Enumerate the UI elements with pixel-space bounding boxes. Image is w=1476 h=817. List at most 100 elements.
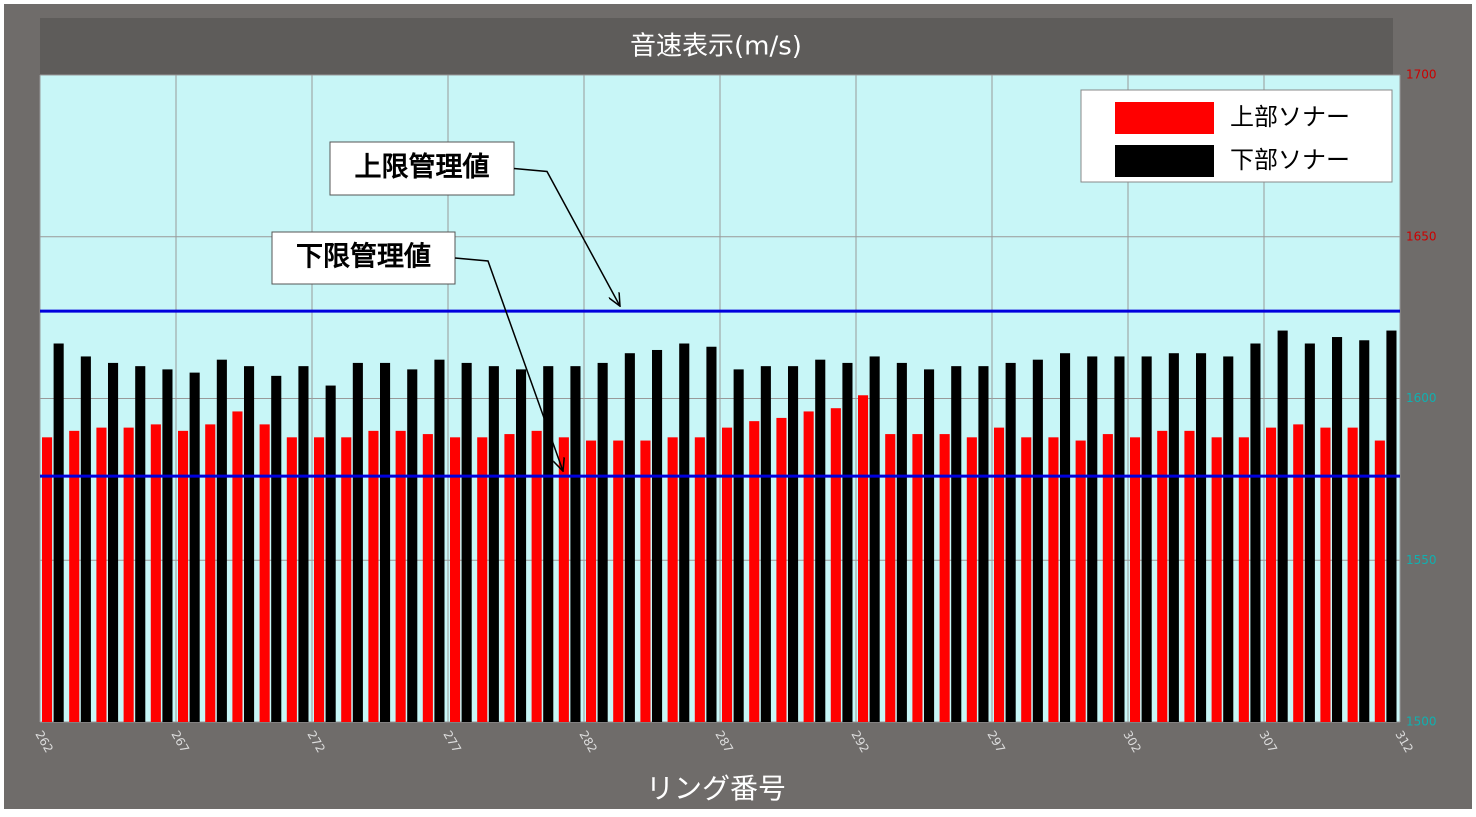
bar — [788, 366, 799, 722]
bar — [150, 424, 161, 722]
bar — [352, 362, 363, 722]
bar — [1075, 440, 1086, 722]
annotation-arrow — [454, 257, 563, 471]
bar — [434, 359, 445, 722]
bar — [1332, 337, 1343, 722]
bar — [776, 417, 787, 722]
bar — [407, 369, 418, 722]
bar — [516, 369, 527, 722]
x-axis-label: リング番号 — [646, 772, 786, 805]
bar — [80, 356, 91, 722]
bar — [1293, 424, 1304, 722]
bar — [1130, 437, 1141, 722]
bar — [1005, 362, 1016, 722]
bar — [613, 440, 624, 722]
bar — [652, 349, 663, 722]
bar — [450, 437, 461, 722]
bar — [749, 421, 760, 722]
bar — [1386, 330, 1397, 722]
bar — [1266, 427, 1277, 722]
bar — [259, 424, 270, 722]
bar — [1238, 437, 1249, 722]
bar — [858, 395, 869, 722]
bar — [722, 427, 733, 722]
legend-label: 上部ソナー — [1230, 103, 1350, 131]
bar — [706, 346, 717, 722]
bar — [135, 366, 146, 722]
bar — [69, 430, 80, 722]
bar — [830, 408, 841, 722]
bar — [951, 366, 962, 722]
bar — [271, 375, 282, 722]
bar — [815, 359, 826, 722]
bar — [1157, 430, 1168, 722]
bar — [733, 369, 744, 722]
bar — [232, 411, 243, 722]
y-tick-label: 1650 — [1406, 229, 1437, 243]
bar — [624, 353, 635, 722]
bar — [896, 362, 907, 722]
bar — [1141, 356, 1152, 722]
bar — [667, 437, 678, 722]
y-tick-label: 1550 — [1406, 553, 1437, 567]
bar — [325, 385, 336, 722]
bar — [760, 366, 771, 722]
bar — [803, 411, 814, 722]
bar — [1184, 430, 1195, 722]
bar — [298, 366, 309, 722]
legend-label: 下部ソナー — [1230, 146, 1350, 174]
bar — [694, 437, 705, 722]
y-tick-label: 1700 — [1406, 68, 1437, 82]
bar — [1211, 437, 1222, 722]
bar — [679, 343, 690, 722]
bar — [531, 430, 542, 722]
bar — [1277, 330, 1288, 722]
bar — [368, 430, 379, 722]
annotation-label: 上限管理値 — [355, 152, 490, 183]
bar — [570, 366, 581, 722]
bar — [1168, 353, 1179, 722]
bar — [380, 362, 391, 722]
annotation-label: 下限管理値 — [296, 242, 431, 273]
bar — [96, 427, 107, 722]
bar — [504, 434, 515, 722]
bar — [885, 434, 896, 722]
bar — [966, 437, 977, 722]
bar — [123, 427, 134, 722]
title-bar — [40, 18, 1393, 75]
bar — [286, 437, 297, 722]
bar — [53, 343, 64, 722]
bar — [1196, 353, 1207, 722]
bar — [461, 362, 472, 722]
bar — [1359, 340, 1370, 722]
annotation-box — [329, 141, 515, 196]
bar — [1114, 356, 1125, 722]
bar — [1223, 356, 1234, 722]
bar — [1087, 356, 1098, 722]
bar — [178, 430, 189, 722]
annotation-box — [271, 231, 456, 285]
bar — [586, 440, 597, 722]
bar — [314, 437, 325, 722]
bar — [205, 424, 216, 722]
y-tick-label: 1500 — [1406, 715, 1437, 729]
bar — [42, 437, 53, 722]
bar — [1102, 434, 1113, 722]
bar — [912, 434, 923, 722]
legend-swatch — [1115, 145, 1214, 177]
bar — [108, 362, 119, 722]
bar — [994, 427, 1005, 722]
bar — [543, 366, 554, 722]
chart-title: 音速表示(m/s) — [630, 32, 802, 62]
bar — [422, 434, 433, 722]
bar — [1032, 359, 1043, 722]
bar — [341, 437, 352, 722]
bar — [1374, 440, 1385, 722]
bar — [842, 362, 853, 722]
bar — [939, 434, 950, 722]
bar — [488, 366, 499, 722]
bar — [558, 437, 569, 722]
legend-swatch — [1115, 102, 1214, 134]
